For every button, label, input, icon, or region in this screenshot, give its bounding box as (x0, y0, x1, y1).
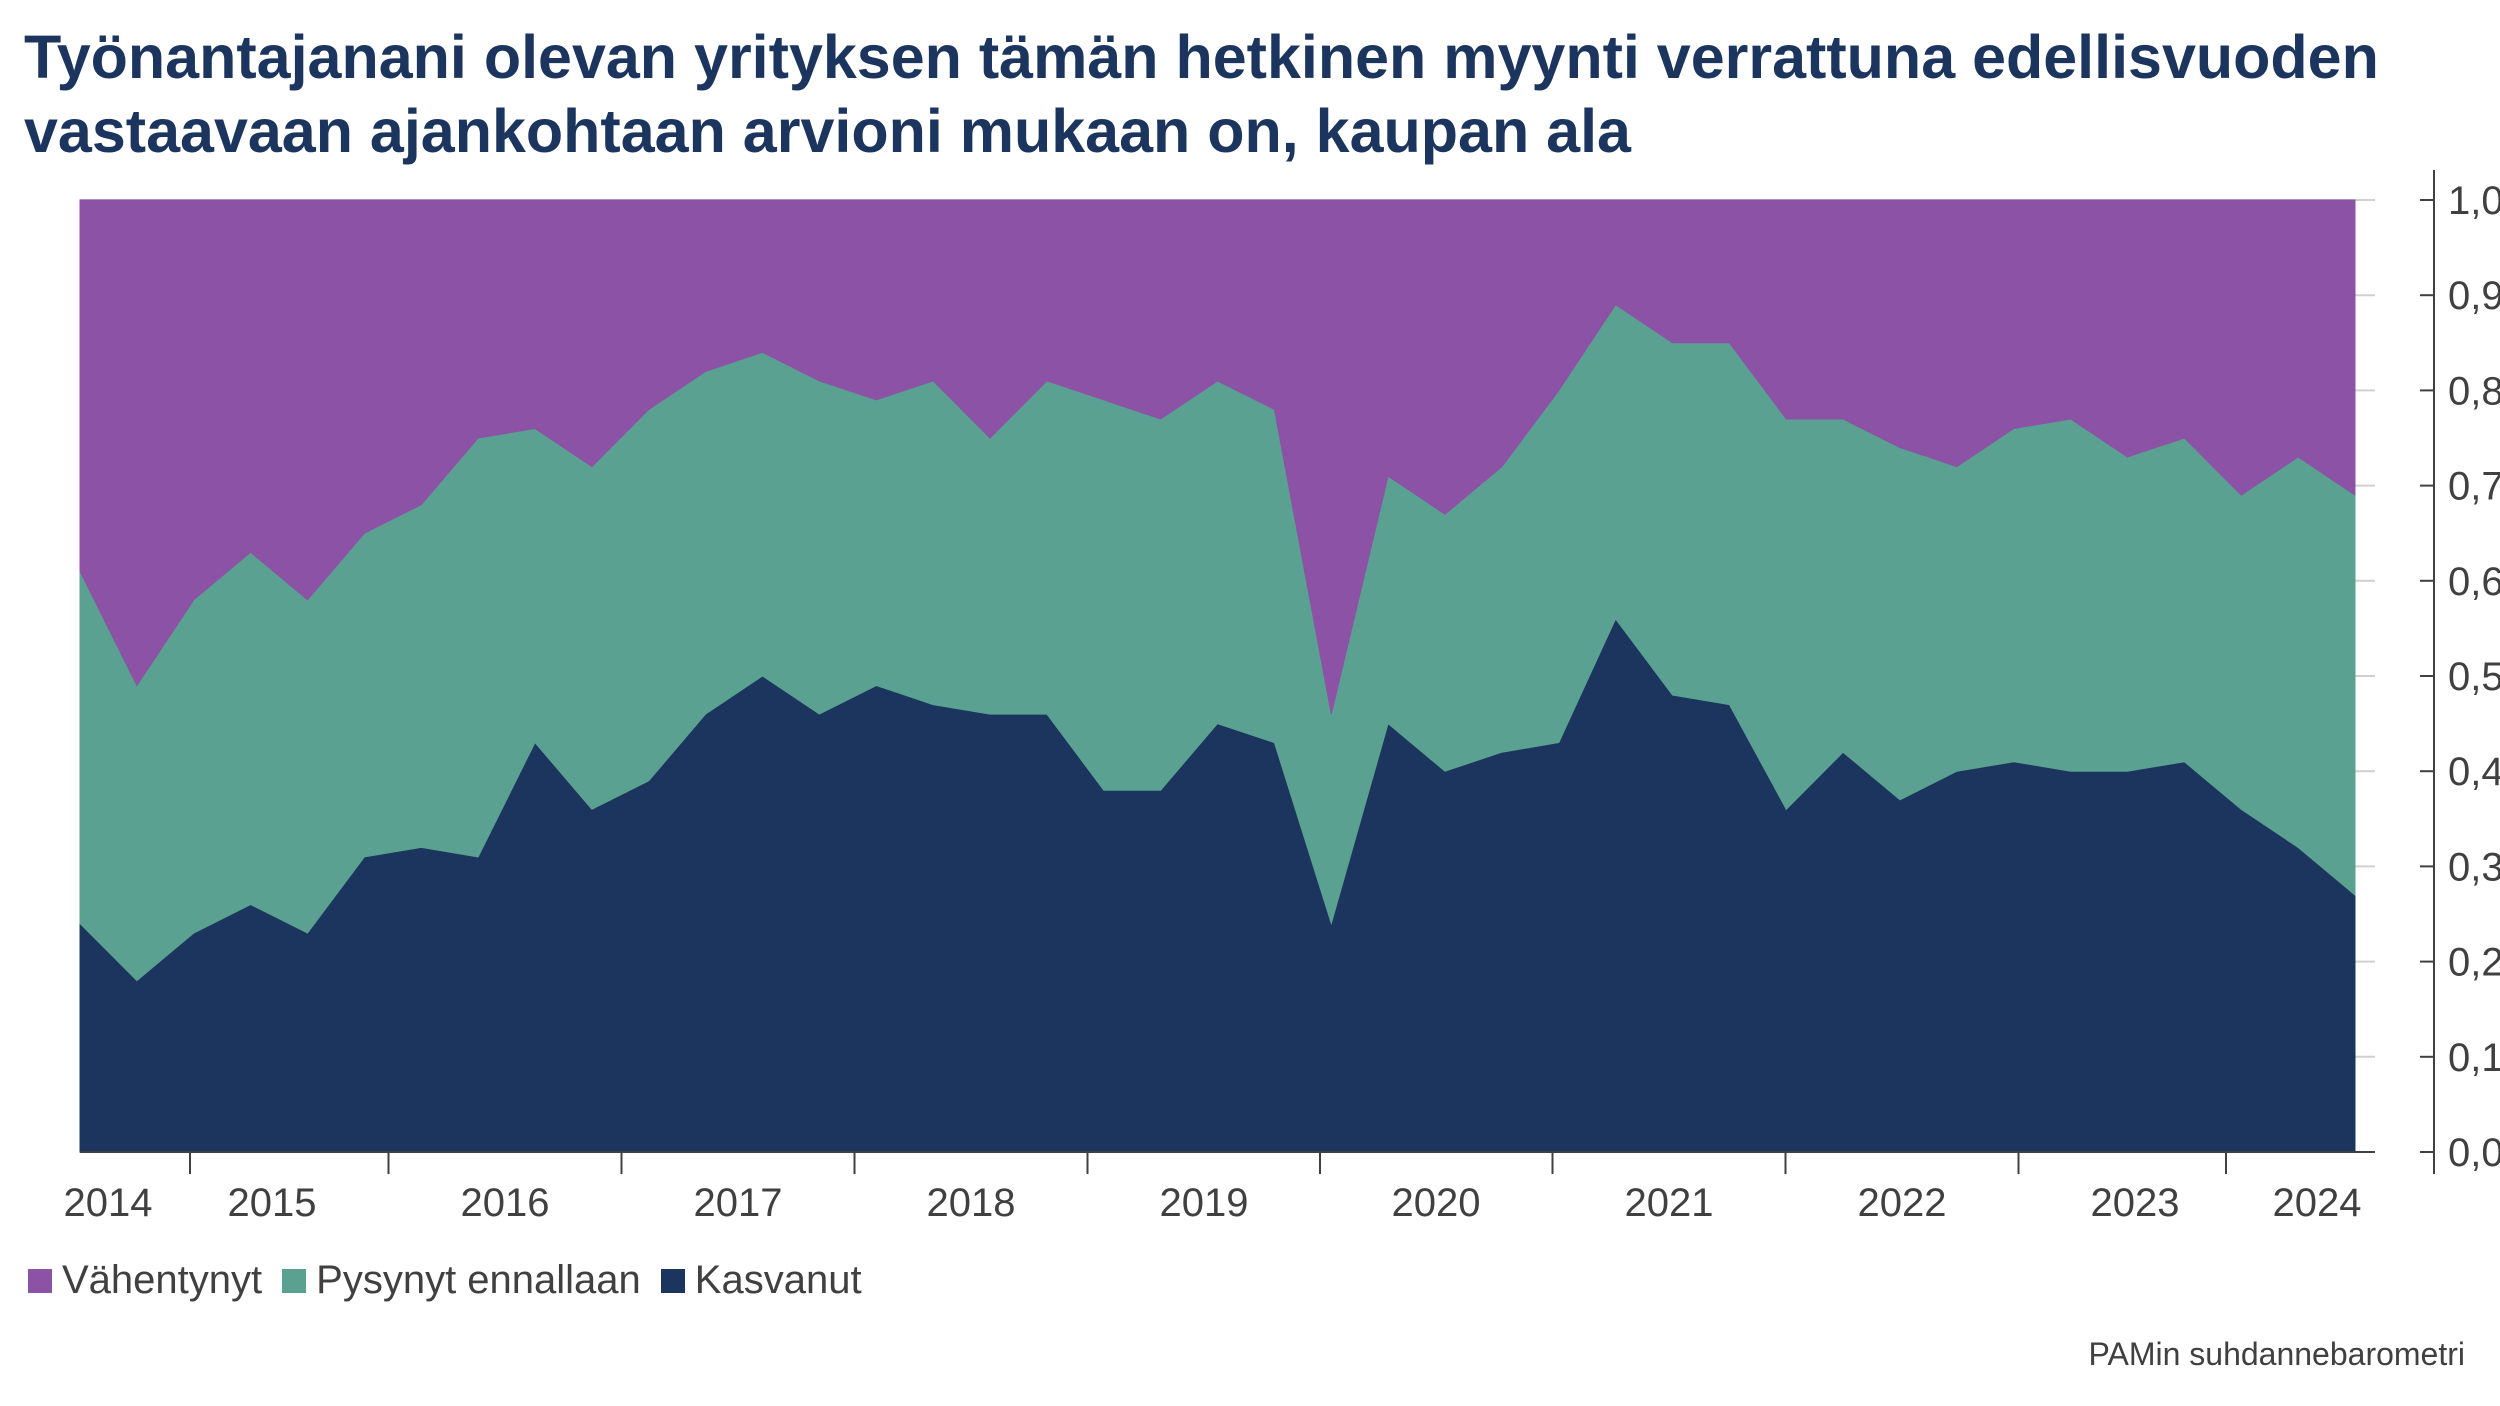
y-tick-label: 1,0 (2448, 179, 2500, 223)
x-tick-label: 2017 (694, 1181, 783, 1225)
y-tick-label: 0,3 (2448, 845, 2500, 889)
x-tick-label: 2019 (1160, 1181, 1249, 1225)
axes: 2014 2015 2016 2017 2018 2019 2020 2021 2022 2023… (64, 170, 2500, 1225)
y-tick-label: 0,8 (2448, 369, 2500, 413)
legend-item-vahentynyt: Vähentynyt (28, 1258, 262, 1303)
legend-swatch-pysynyt (282, 1268, 307, 1293)
legend-label-pysynyt: Pysynyt ennallaan (316, 1258, 641, 1302)
x-tick-label: 2015 (228, 1181, 317, 1225)
y-tick-label: 0,0 (2448, 1131, 2500, 1175)
y-tick-label: 0,2 (2448, 941, 2500, 985)
x-tick-label: 2021 (1625, 1181, 1714, 1225)
legend-item-kasvanut: Kasvanut (660, 1258, 862, 1303)
x-tick-label: 2014 (64, 1181, 153, 1225)
y-tick-label: 0,6 (2448, 560, 2500, 604)
legend-item-pysynyt: Pysynyt ennallaan (282, 1258, 641, 1303)
legend-swatch-kasvanut (660, 1268, 685, 1293)
y-tick-label: 0,7 (2448, 465, 2500, 509)
legend-label-kasvanut: Kasvanut (694, 1258, 862, 1302)
x-tick-label: 2018 (927, 1181, 1016, 1225)
y-tick-label: 0,9 (2448, 274, 2500, 318)
x-tick-label: 2020 (1392, 1181, 1481, 1225)
x-tick-label: 2024 (2273, 1181, 2362, 1225)
area-series (79, 199, 2356, 1153)
area-vahentynyt (79, 199, 2356, 715)
legend-label-vahentynyt: Vähentynyt (62, 1258, 263, 1302)
y-tick-label: 0,1 (2448, 1036, 2500, 1080)
x-tick-label: 2022 (1858, 1181, 1947, 1225)
x-tick-label: 2023 (2091, 1181, 2180, 1225)
legend-swatch-vahentynyt (28, 1268, 52, 1293)
chart-title: Työnantajanani olevan yrityksen tämän he… (24, 23, 2379, 165)
y-tick-label: 0,5 (2448, 655, 2500, 699)
y-tick-label: 0,4 (2448, 750, 2500, 794)
legend: Vähentynyt Pysynyt ennallaan Kasvanut (28, 1258, 882, 1303)
x-tick-label: 2016 (461, 1181, 550, 1225)
source-note: PAMin suhdannebarometri (2088, 1336, 2466, 1372)
